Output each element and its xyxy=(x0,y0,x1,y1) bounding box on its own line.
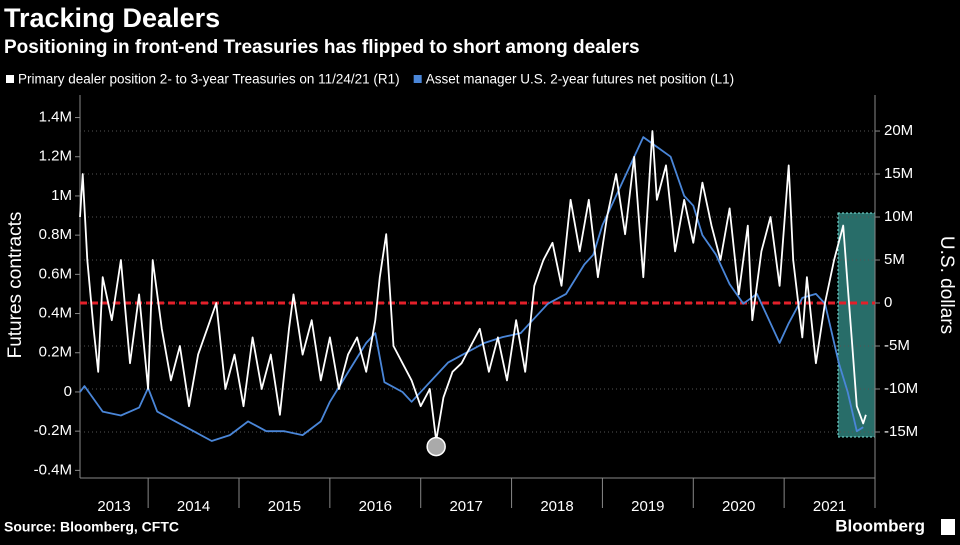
legend-label: Primary dealer position 2- to 3-year Tre… xyxy=(18,72,400,87)
y-tick-label: 0 xyxy=(64,383,72,400)
y2-tick-label: -10M xyxy=(884,380,918,397)
y2-tick-label: -5M xyxy=(884,337,910,354)
x-tick-label: 2018 xyxy=(540,498,573,515)
y-tick-label: 0.6M xyxy=(39,265,72,282)
y2-tick-label: 15M xyxy=(884,165,913,182)
x-tick-label: 2016 xyxy=(359,498,392,515)
x-tick-label: 2014 xyxy=(177,498,210,515)
x-tick-label: 2015 xyxy=(268,498,301,515)
legend-swatch xyxy=(6,75,14,83)
y2-tick-label: 0 xyxy=(884,294,892,311)
y2-tick-label: 20M xyxy=(884,122,913,139)
brand: Bloomberg xyxy=(835,516,925,535)
legend-swatch xyxy=(413,75,422,83)
y-tick-label: -0.2M xyxy=(34,422,72,439)
chart-title: Tracking Dealers xyxy=(4,3,220,33)
x-tick-label: 2021 xyxy=(813,498,846,515)
chart-subtitle: Positioning in front-end Treasuries has … xyxy=(4,37,640,58)
x-tick-label: 2020 xyxy=(722,498,755,515)
y-tick-label: 1.2M xyxy=(39,148,72,165)
y-tick-label: 0.4M xyxy=(39,305,72,322)
annotation-marker xyxy=(426,436,446,457)
y-tick-label: 1M xyxy=(51,187,72,204)
y2-tick-label: 5M xyxy=(884,251,905,268)
brand-icon xyxy=(941,519,955,535)
y2-tick-label: 10M xyxy=(884,208,913,225)
source: Source: Bloomberg, CFTC xyxy=(4,519,179,535)
y2-axis-title: U.S. dollars xyxy=(936,236,957,334)
y-tick-label: 0.2M xyxy=(39,344,72,361)
x-tick-label: 2019 xyxy=(631,498,664,515)
series-line xyxy=(79,130,867,442)
y-tick-label: -0.4M xyxy=(34,461,72,478)
y2-tick-label: -15M xyxy=(884,423,918,440)
x-tick-label: 2017 xyxy=(449,498,482,515)
y-axis-title: Futures contracts xyxy=(5,212,26,359)
x-tick-label: 2013 xyxy=(97,498,130,515)
legend-label: Asset manager U.S. 2-year futures net po… xyxy=(426,72,734,87)
y-tick-label: 0.8M xyxy=(39,226,72,243)
y-tick-label: 1.4M xyxy=(39,109,72,126)
